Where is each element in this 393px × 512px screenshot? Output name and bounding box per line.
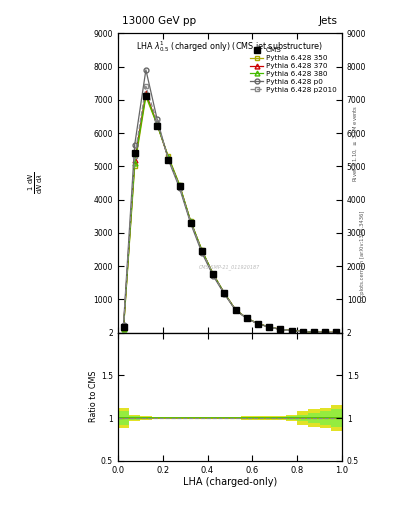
- Text: LHA $\lambda^{1}_{0.5}$ (charged only) (CMS jet substructure): LHA $\lambda^{1}_{0.5}$ (charged only) (…: [136, 39, 323, 54]
- Legend: CMS, Pythia 6.428 350, Pythia 6.428 370, Pythia 6.428 380, Pythia 6.428 p0, Pyth: CMS, Pythia 6.428 350, Pythia 6.428 370,…: [249, 46, 338, 94]
- Text: mcplots.cern.ch [arXiv:1306.3436]: mcplots.cern.ch [arXiv:1306.3436]: [360, 210, 365, 302]
- Y-axis label: Ratio to CMS: Ratio to CMS: [89, 371, 98, 422]
- X-axis label: LHA (charged-only): LHA (charged-only): [183, 477, 277, 487]
- Y-axis label: $\frac{1}{\mathrm{d}N}\frac{\mathrm{d}N}{\mathrm{d}\lambda}$: $\frac{1}{\mathrm{d}N}\frac{\mathrm{d}N}…: [27, 172, 45, 194]
- Text: 13000 GeV pp: 13000 GeV pp: [122, 15, 196, 26]
- Text: Jets: Jets: [319, 15, 338, 26]
- Text: CMS-SMP-21_011920187: CMS-SMP-21_011920187: [199, 264, 261, 269]
- Text: Rivet 3.1.10, $\geq$ 3.1M events: Rivet 3.1.10, $\geq$ 3.1M events: [352, 105, 359, 182]
